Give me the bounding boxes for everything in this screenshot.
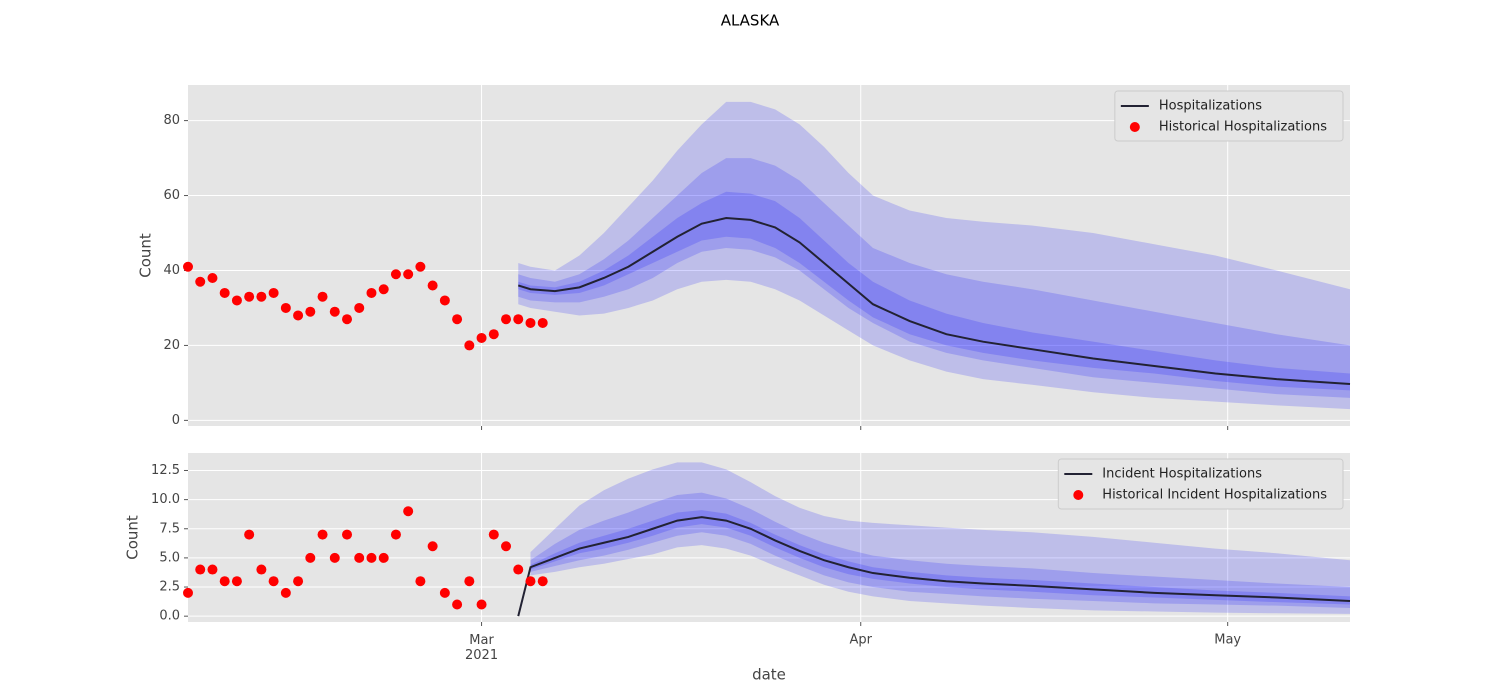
y-tick-label: 20 (163, 338, 180, 353)
median-line (517, 217, 1351, 386)
scatter-point (183, 261, 193, 272)
plot-background (188, 85, 1350, 426)
scatter-point (317, 291, 328, 302)
scatter-point (378, 552, 389, 563)
scatter-point (513, 564, 524, 575)
scatter-point (293, 576, 304, 587)
scatter-point (268, 576, 279, 587)
y-tick-label: 2.5 (159, 580, 180, 595)
y-tick-label: 40 (163, 263, 180, 278)
scatter-point (256, 291, 267, 302)
forecast-band (518, 101, 1350, 410)
scatter-point (354, 552, 365, 563)
scatter-point (415, 261, 426, 272)
legend: Incident Hospitalizations Historical Inci… (1057, 458, 1344, 510)
scatter-point (501, 541, 512, 552)
scatter-point (342, 529, 353, 540)
scatter-point (329, 552, 340, 563)
y-tick-label: 12.5 (151, 463, 180, 478)
forecast-band (530, 462, 1350, 614)
scatter-point (390, 269, 401, 280)
x-axis-label: date (752, 666, 786, 684)
y-tick-label: 7.5 (159, 521, 180, 536)
legend-box (1114, 90, 1344, 142)
figure-title: ALASKA (721, 12, 780, 30)
scatter-point (195, 276, 206, 287)
scatter-point (183, 587, 193, 598)
scatter-point (195, 564, 206, 575)
scatter-point (464, 340, 475, 351)
y-tick-label: 5.0 (159, 550, 180, 565)
scatter-point (525, 576, 536, 587)
x-tick-label: Mar 2021 (465, 633, 498, 663)
scatter-point (403, 506, 414, 517)
scatter-point (488, 529, 499, 540)
legend-label: Incident Hospitalizations (1102, 467, 1262, 482)
scatter-point (244, 291, 255, 302)
y-tick-label: 0 (172, 413, 180, 428)
scatter-point (231, 295, 242, 306)
legend-swatch (1129, 122, 1140, 132)
scatter-point (280, 587, 291, 598)
scatter-point (366, 287, 377, 298)
scatter-point (476, 599, 487, 610)
scatter-point (219, 576, 230, 587)
scatter-point (501, 314, 512, 325)
scatter-point (207, 564, 218, 575)
scatter-point (488, 329, 499, 340)
scatter-point (207, 272, 218, 283)
scatter-point (305, 306, 316, 317)
scatter-point (280, 302, 291, 313)
forecast-band (530, 492, 1350, 609)
scatter-point (293, 310, 304, 321)
scatter-point (537, 317, 548, 328)
scatter-point (513, 314, 524, 325)
scatter-point (244, 529, 255, 540)
scatter-point (439, 587, 450, 598)
legend-label: Historical Hospitalizations (1159, 120, 1327, 135)
median-line (517, 516, 1351, 617)
scatter-point (366, 552, 377, 563)
legend-swatch (1073, 490, 1084, 500)
scatter-point (452, 314, 463, 325)
scatter-point (427, 541, 438, 552)
y-tick-label: 10.0 (151, 492, 180, 507)
y-axis-label: Count (137, 233, 155, 278)
x-tick-label: Apr (849, 633, 872, 648)
forecast-band (530, 510, 1350, 605)
legend-box (1057, 458, 1344, 510)
scatter-point (256, 564, 267, 575)
legend: Hospitalizations Historical Hospitalizati… (1114, 90, 1344, 142)
scatter-point (354, 302, 365, 313)
scatter-point (231, 576, 242, 587)
y-tick-label: 60 (163, 188, 180, 203)
scatter-point (476, 332, 487, 343)
scatter-point (525, 317, 536, 328)
scatter-point (342, 314, 353, 325)
scatter-point (403, 269, 414, 280)
legend-label: Hospitalizations (1159, 99, 1262, 114)
scatter-point (427, 280, 438, 291)
scatter-point (439, 295, 450, 306)
y-tick-label: 0.0 (159, 609, 180, 624)
y-axis-label: Count (124, 515, 142, 560)
x-tick-label: May (1214, 633, 1241, 648)
scatter-point (329, 306, 340, 317)
scatter-point (378, 284, 389, 295)
scatter-point (452, 599, 463, 610)
scatter-point (415, 576, 426, 587)
y-tick-label: 80 (163, 113, 180, 128)
scatter-point (390, 529, 401, 540)
scatter-point (317, 529, 328, 540)
scatter-point (268, 287, 279, 298)
scatter-point (305, 552, 316, 563)
scatter-point (464, 576, 475, 587)
forecast-band (518, 191, 1350, 391)
legend-label: Historical Incident Hospitalizations (1102, 488, 1327, 503)
scatter-point (219, 287, 230, 298)
scatter-point (537, 576, 548, 587)
